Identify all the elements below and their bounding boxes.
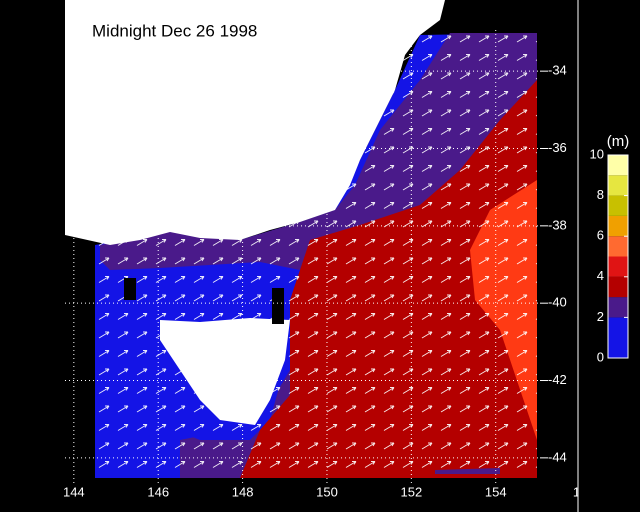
colorbar-band	[608, 195, 628, 216]
colorbar-band	[608, 317, 628, 358]
colorbar-tick-label: 0	[597, 349, 604, 364]
colorbar-unit: (m)	[607, 133, 630, 150]
y-tick-label: -44	[548, 449, 567, 464]
y-tick-label: -38	[548, 217, 567, 232]
colorbar: 0 2 4 6 8 10(m)	[590, 133, 630, 364]
colorbar-band	[608, 297, 628, 318]
y-tick-label: -36	[548, 140, 567, 155]
x-tick-label: 154	[485, 484, 507, 499]
y-tick-label: -34	[548, 63, 567, 78]
x-tick-label: 150	[316, 484, 338, 499]
x-tick-label: 148	[232, 484, 254, 499]
x-tick-label: 146	[147, 484, 169, 499]
colorbar-tick-label: 8	[597, 187, 604, 202]
colorbar-band	[608, 175, 628, 196]
y-tick-label: -42	[548, 372, 567, 387]
land	[65, 0, 445, 425]
y-tick-label: -40	[548, 295, 567, 310]
axes: 144 146 148 150 152 154 15 -34 -36 -38 -40 -42 -44	[63, 30, 587, 499]
title: Midnight Dec 26 1998	[92, 21, 257, 40]
colorbar-band	[608, 256, 628, 277]
x-tick-label: 15	[573, 484, 587, 499]
colorbar-band	[608, 276, 628, 298]
colorbar-tick-label: 4	[597, 268, 604, 283]
x-tick-label: 152	[400, 484, 422, 499]
colorbar-tick-label: 6	[597, 228, 604, 243]
colorbar-band	[608, 215, 628, 237]
colorbar-tick-label: 10	[590, 146, 604, 161]
x-tick-label: 144	[63, 484, 85, 499]
colorbar-frame	[607, 154, 629, 359]
colorbar-band	[608, 155, 628, 176]
colorbar-tick-label: 2	[597, 309, 604, 324]
colorbar-band	[608, 236, 628, 257]
